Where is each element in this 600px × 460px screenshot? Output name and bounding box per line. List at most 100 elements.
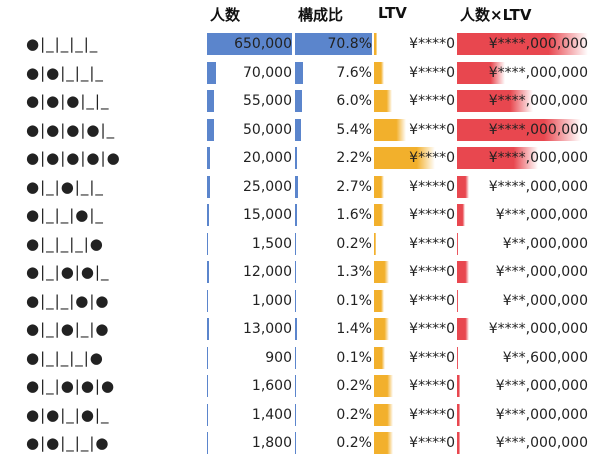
share: 0.1% <box>336 349 372 366</box>
share-bar <box>295 204 297 226</box>
share: 1.6% <box>336 207 372 223</box>
total: ¥****,000,000 <box>488 121 588 138</box>
count: 12,000 <box>243 264 292 280</box>
count: 50,000 <box>243 121 292 138</box>
total-bar <box>457 90 533 112</box>
total-bar <box>457 118 582 141</box>
column-header: 人数 <box>210 6 241 24</box>
count-bar <box>207 90 215 112</box>
total: ¥***,000,000 <box>495 264 588 280</box>
pattern: ●|●|_|_|● <box>26 434 110 452</box>
ltv-bar <box>374 118 407 141</box>
count-bar <box>207 232 208 255</box>
count: 55,000 <box>243 93 292 109</box>
total: ¥**,000,000 <box>502 235 588 252</box>
share-bar <box>295 61 304 84</box>
total-bar <box>457 261 469 283</box>
ltv-bar <box>374 432 394 454</box>
count: 70,000 <box>243 64 292 81</box>
pattern: ●|_|●|●|_ <box>26 263 110 281</box>
share: 0.2% <box>336 406 372 423</box>
count: 650,000 <box>234 36 292 52</box>
count: 20,000 <box>243 150 292 166</box>
total: ¥****,000,000 <box>488 178 588 195</box>
pattern: ●|_|_|_|● <box>26 234 104 253</box>
total-bar <box>457 204 465 226</box>
share-bar <box>295 346 296 369</box>
ltv: ¥****0 <box>409 378 455 394</box>
ltv-bar <box>374 346 386 369</box>
total-bar <box>457 33 588 55</box>
ltv: ¥****0 <box>409 406 455 423</box>
share: 0.1% <box>336 292 372 309</box>
total-bar <box>457 61 506 84</box>
share-bar <box>295 318 297 340</box>
share: 6.0% <box>336 93 372 109</box>
ltv: ¥****0 <box>409 349 455 366</box>
total-bar <box>457 232 459 255</box>
count: 1,800 <box>251 435 292 451</box>
share: 2.2% <box>336 150 372 166</box>
total: ¥***,000,000 <box>495 435 588 451</box>
share-bar <box>295 118 301 141</box>
count: 13,000 <box>243 321 292 337</box>
ltv: ¥****0 <box>409 321 455 337</box>
ltv-bar <box>374 375 394 397</box>
share: 5.4% <box>336 121 372 138</box>
ltv: ¥****0 <box>409 121 455 138</box>
pattern: ●|●|●|●|● <box>26 149 121 167</box>
count-bar <box>207 33 292 55</box>
share-bar <box>295 261 297 283</box>
pattern: ●|●|_|●|_ <box>26 405 110 424</box>
total: ¥****,000,000 <box>488 150 588 166</box>
count-bar <box>207 432 208 454</box>
ltv: ¥****0 <box>409 36 455 52</box>
count-bar <box>207 403 208 426</box>
ltv: ¥****0 <box>409 93 455 109</box>
count-bar <box>207 289 208 312</box>
ltv: ¥****0 <box>409 235 455 252</box>
share-bar <box>295 175 298 198</box>
total-bar <box>457 375 460 397</box>
count: 1,600 <box>251 378 292 394</box>
share-bar <box>295 90 302 112</box>
column-header: 構成比 <box>298 6 344 24</box>
ltv-bar <box>374 232 376 255</box>
total-bar <box>457 403 460 426</box>
count: 1,400 <box>251 406 292 423</box>
share: 0.2% <box>336 235 372 252</box>
total: ¥**,600,000 <box>502 349 588 366</box>
ltv: ¥****0 <box>409 292 455 309</box>
pattern: ●|●|●|●|_ <box>26 120 116 139</box>
count-bar <box>207 261 209 283</box>
total: ¥***,000,000 <box>495 378 588 394</box>
pattern: ●|_|_|●|● <box>26 291 110 310</box>
ltv: ¥****0 <box>409 178 455 195</box>
share: 0.2% <box>336 435 372 451</box>
ltv-bar <box>374 90 392 112</box>
count-bar <box>207 204 209 226</box>
ltv-bar <box>374 33 378 55</box>
count-bar <box>207 318 209 340</box>
total-bar <box>457 147 539 169</box>
pattern: ●|●|●|_|_ <box>26 92 110 110</box>
pattern: ●|_|●|_|_ <box>26 177 104 196</box>
pattern: ●|●|_|_|_ <box>26 63 104 82</box>
ltv-bar <box>374 403 394 426</box>
pattern: ●|_|_|●|_ <box>26 206 104 224</box>
share-bar <box>295 403 296 426</box>
share-bar <box>295 289 296 312</box>
share: 1.4% <box>336 321 372 337</box>
ltv-bar <box>374 289 384 312</box>
ltv: ¥****0 <box>409 64 455 81</box>
pattern: ●|_|●|_|● <box>26 320 110 338</box>
total-bar <box>457 346 459 369</box>
ltv-bar <box>374 318 389 340</box>
column-header: LTV <box>378 4 407 22</box>
ltv: ¥****0 <box>409 207 455 223</box>
share-bar <box>295 432 296 454</box>
count: 1,500 <box>251 235 292 252</box>
total-bar <box>457 175 469 198</box>
share-bar <box>295 375 296 397</box>
